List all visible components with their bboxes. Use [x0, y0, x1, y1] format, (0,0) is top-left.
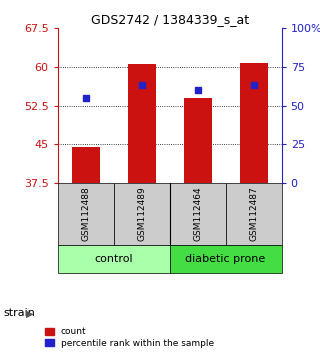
Bar [240, 63, 268, 183]
Bar [184, 98, 212, 183]
Title: GDS2742 / 1384339_s_at: GDS2742 / 1384339_s_at [91, 13, 249, 26]
Bar [170, 183, 226, 245]
Text: ▶: ▶ [26, 308, 34, 318]
Text: GSM112488: GSM112488 [81, 187, 90, 241]
Text: control: control [94, 254, 133, 264]
Text: diabetic prone: diabetic prone [186, 254, 266, 264]
Text: GSM112464: GSM112464 [193, 187, 202, 241]
Text: strain: strain [3, 308, 35, 318]
Bar [170, 245, 282, 273]
Bar [128, 64, 156, 183]
Bar [58, 245, 170, 273]
Bar [58, 183, 114, 245]
Legend: count, percentile rank within the sample: count, percentile rank within the sample [43, 326, 216, 349]
Text: GSM112487: GSM112487 [249, 187, 258, 241]
Bar [114, 183, 170, 245]
Bar [226, 183, 282, 245]
Bar [72, 147, 100, 183]
Text: GSM112489: GSM112489 [137, 187, 146, 241]
